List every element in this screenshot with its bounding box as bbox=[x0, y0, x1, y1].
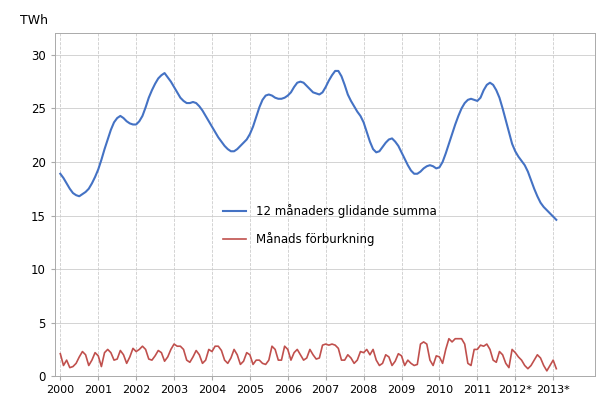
Månads förburkning bbox=[518, 358, 525, 363]
12 månaders glidande summa bbox=[142, 105, 149, 110]
Månads förburkning bbox=[142, 347, 149, 352]
Månads förburkning bbox=[325, 343, 333, 348]
Månads förburkning bbox=[398, 353, 405, 358]
12 månaders glidande summa bbox=[325, 78, 333, 83]
Line: Månads förburkning: Månads förburkning bbox=[60, 339, 557, 371]
12 månaders glidande summa bbox=[56, 171, 64, 176]
Månads förburkning bbox=[237, 362, 244, 367]
Månads förburkning bbox=[56, 351, 64, 356]
Månads förburkning bbox=[543, 368, 551, 373]
12 månaders glidande summa bbox=[553, 217, 560, 222]
12 månaders glidande summa bbox=[331, 69, 339, 74]
12 månaders glidande summa bbox=[107, 127, 115, 133]
Text: TWh: TWh bbox=[19, 13, 47, 27]
Månads förburkning bbox=[446, 336, 453, 341]
Månads förburkning bbox=[553, 366, 560, 371]
12 månaders glidande summa bbox=[518, 158, 525, 163]
Månads förburkning bbox=[107, 350, 115, 355]
Line: 12 månaders glidande summa: 12 månaders glidande summa bbox=[60, 71, 557, 220]
Legend: 12 månaders glidande summa, Månads förburkning: 12 månaders glidande summa, Månads förbu… bbox=[223, 204, 436, 247]
12 månaders glidande summa bbox=[237, 143, 244, 148]
12 månaders glidande summa bbox=[401, 156, 409, 161]
